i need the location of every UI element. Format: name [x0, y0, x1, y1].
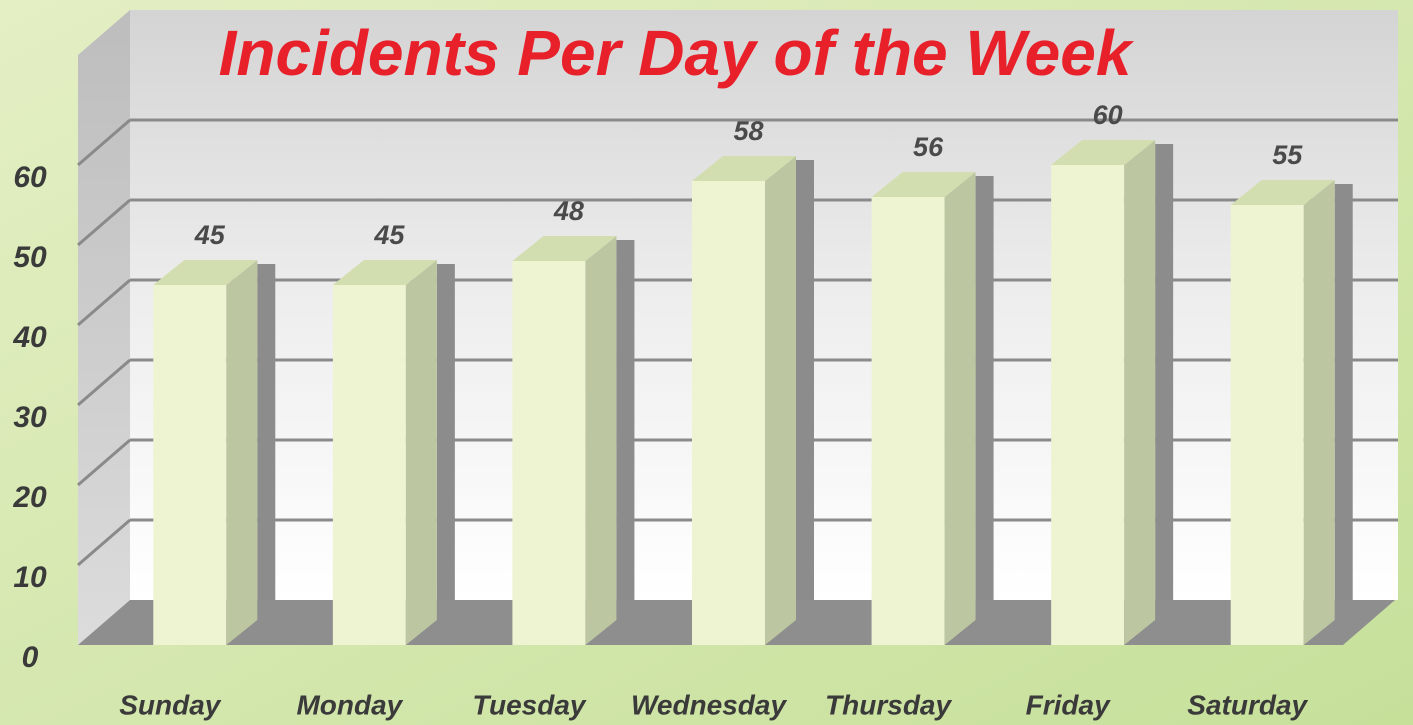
bar-top: [332, 260, 437, 285]
x-tick-label: Monday: [296, 689, 403, 720]
bar-side: [1124, 140, 1156, 645]
bar: [1230, 205, 1304, 645]
bar: [1051, 165, 1125, 645]
y-tick-label: 0: [22, 641, 39, 674]
bar-top: [1230, 180, 1335, 205]
bar-top: [871, 172, 976, 197]
y-tick-label: 20: [12, 481, 47, 514]
x-tick-label: Sunday: [119, 689, 222, 720]
bar-side: [226, 260, 258, 645]
grid-line-side: [77, 438, 131, 487]
y-tick-label: 50: [13, 241, 47, 274]
y-tick-label: 10: [13, 561, 47, 594]
y-tick-label: 40: [12, 321, 47, 354]
bar-side: [585, 236, 617, 645]
bar-top: [512, 236, 617, 261]
bar-shadow: [975, 176, 994, 600]
value-label: 56: [913, 132, 944, 162]
bar: [512, 261, 586, 645]
bar-shadow: [616, 240, 635, 600]
x-tick-label: Friday: [1026, 689, 1111, 720]
bar-shadow: [796, 160, 814, 600]
value-label: 58: [733, 116, 763, 146]
side-wall: [78, 10, 130, 645]
x-tick-label: Thursday: [825, 689, 952, 720]
value-label: 60: [1093, 100, 1123, 130]
value-label: 45: [373, 220, 405, 250]
bar-side: [405, 260, 437, 645]
bar: [332, 285, 406, 645]
value-label: 48: [553, 196, 584, 226]
bar: [871, 197, 945, 645]
grid-line-side: [77, 278, 131, 327]
grid-line-side: [77, 518, 131, 567]
value-label: 45: [194, 220, 226, 250]
y-tick-label: 30: [13, 401, 47, 434]
x-tick-label: Tuesday: [472, 689, 587, 720]
value-label: 55: [1272, 140, 1303, 170]
bar-side: [944, 172, 976, 645]
bar: [692, 181, 765, 645]
x-tick-label: Wednesday: [631, 689, 788, 720]
x-tick-label: Saturday: [1187, 689, 1308, 720]
grid-line-side: [77, 118, 131, 167]
grid-line-side: [77, 358, 131, 407]
bar: [153, 285, 227, 645]
bar-side: [765, 156, 796, 645]
y-tick-label: 60: [13, 161, 47, 194]
bar-side: [1303, 180, 1335, 645]
bar-top: [153, 260, 258, 285]
bar-shadow: [1155, 144, 1174, 600]
bar-top: [692, 156, 796, 181]
grid-line-side: [77, 198, 131, 247]
chart-title: Incidents Per Day of the Week: [219, 17, 1135, 89]
bar-shadow: [1334, 184, 1353, 600]
bar-top: [1051, 140, 1156, 165]
bar-shadow: [436, 264, 455, 600]
bar-shadow: [257, 264, 276, 600]
